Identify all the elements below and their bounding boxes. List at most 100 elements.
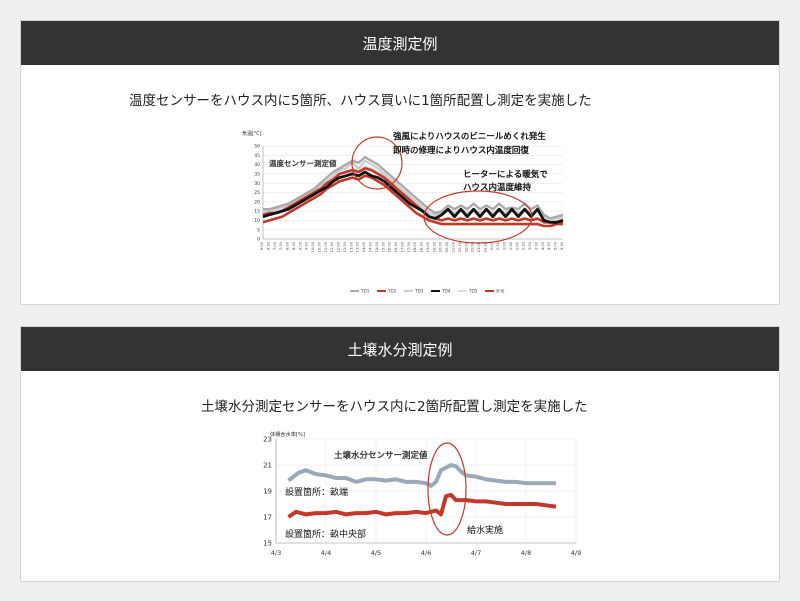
temperature-chart: 気温[℃] 0 5 10 15 20 25 30 35 40 45 50 6:00 6:30 7:00 7:3…: [242, 130, 564, 295]
x-tick-label: 23:30: [483, 241, 487, 252]
x-tick-label: 15:00: [375, 241, 379, 252]
x-tick-label: 7:30: [279, 241, 283, 250]
x-tick-label: 18:00: [413, 241, 417, 252]
annotation-text: ハウス内温度維持: [463, 182, 532, 193]
x-tick-label: 16:00: [388, 241, 392, 252]
y-tick-label: 21: [263, 462, 272, 470]
x-tick-label: 1:30: [509, 241, 513, 250]
soil-moisture-chart: 体積含水率[%] 15 17 19 21 23 4/3 4/4 4/5 4/6 4/7 4/8 4/9 土…: [263, 430, 581, 557]
annotation-text: ヒーターによる暖気で: [463, 169, 548, 180]
temperature-panel: 温度測定例 温度センサーをハウス内に5箇所、ハウス買いに1箇所配置し測定を実施し…: [20, 20, 780, 305]
x-tick-label: 17:30: [407, 241, 411, 252]
x-tick-label: 7:00: [273, 241, 277, 250]
x-tick-label: 18:30: [420, 241, 424, 252]
y-tick-label: 15: [254, 209, 260, 215]
x-tick-label: 4:30: [547, 241, 551, 250]
x-tick-label: 3:00: [528, 241, 532, 250]
highlight-ellipse: [423, 190, 533, 244]
x-tick-label: 12:00: [337, 241, 341, 252]
x-tick-label: 4/6: [421, 549, 431, 557]
x-tick-label: 20:00: [439, 241, 443, 252]
y-tick-label: 40: [254, 162, 260, 168]
x-tick-label: 13:00: [349, 241, 353, 252]
x-tick-label: 22:00: [464, 241, 468, 252]
y-tick-label: 10: [254, 218, 260, 224]
x-tick-label: 4/5: [371, 549, 381, 557]
y-tick-label: 50: [254, 144, 260, 150]
chart-title: 土壌水分センサー測定値: [334, 450, 428, 461]
x-tick-label: 17:00: [400, 241, 404, 252]
highlight-ellipse: [351, 136, 403, 190]
x-tick-label: 5:30: [560, 241, 564, 250]
x-tick-label: 10:30: [317, 241, 321, 252]
x-tick-label: 4/8: [521, 549, 531, 557]
y-tick-label: 45: [254, 153, 260, 159]
x-tick-label: 9:30: [305, 241, 309, 250]
y-tick-label: 35: [254, 172, 260, 178]
x-tick-label: 23:00: [477, 241, 481, 252]
x-tick-label: 4:00: [541, 241, 545, 250]
series-line-設置箇所：畝端: [287, 463, 556, 488]
temperature-description: 温度センサーをハウス内に5箇所、ハウス買いに1箇所配置し測定を実施した: [129, 93, 592, 109]
x-tick-label: 19:00: [426, 241, 430, 252]
legend-label-TD5: TD5: [468, 289, 478, 294]
x-tick-label: 12:30: [343, 241, 347, 252]
x-tick-label: 14:30: [369, 241, 373, 252]
y-tick-label: 5: [257, 227, 260, 233]
x-tick-label: 13:30: [356, 241, 360, 252]
y-tick-label: 17: [263, 514, 272, 522]
x-tick-label: 15:30: [381, 241, 385, 252]
x-tick-label: 11:00: [324, 241, 328, 252]
series-line-TD2: [262, 167, 563, 224]
chart-title: 温度センサー測定値: [269, 158, 337, 168]
legend-label-TD4: TD4: [441, 289, 451, 294]
y-tick-label: 19: [263, 488, 272, 496]
x-tick-label: 2:00: [515, 241, 519, 250]
x-tick-label: 22:30: [471, 241, 475, 252]
y-tick-label: 23: [263, 436, 272, 444]
soil-moisture-panel: 土壌水分測定例 土壌水分測定センサーをハウス内に2箇所配置し測定を実施した 体積…: [20, 326, 780, 582]
series-label: 設置箇所：畝中央部: [285, 528, 366, 540]
x-tick-label: 21:00: [451, 241, 455, 252]
y-axis-label: 体積含水率[%]: [270, 430, 305, 438]
x-tick-label: 3:30: [534, 241, 538, 250]
x-tick-label: 21:30: [458, 241, 462, 252]
x-tick-label: 0:30: [496, 241, 500, 250]
x-tick-label: 1:00: [503, 241, 507, 250]
highlight-ellipse: [427, 442, 467, 536]
x-tick-label: 9:00: [298, 241, 302, 250]
x-tick-label: 5:00: [554, 241, 558, 250]
x-tick-label: 14:00: [362, 241, 366, 252]
x-tick-label: 8:00: [286, 241, 290, 250]
x-tick-label: 4/4: [321, 549, 331, 557]
x-tick-label: 4/7: [471, 549, 481, 557]
annotation-text: 即時の修理によりハウス内温度回復: [393, 145, 529, 156]
series-line-設置箇所：畝中央部: [287, 492, 557, 519]
x-tick-label: 6:00: [260, 241, 264, 250]
y-tick-label: 30: [254, 181, 260, 187]
soil-moisture-description: 土壌水分測定センサーをハウス内に2箇所配置し測定を実施した: [201, 399, 588, 415]
y-tick-label: 15: [263, 540, 272, 548]
legend-label-TD1: TD1: [360, 289, 370, 294]
x-tick-label: 4/9: [571, 549, 581, 557]
series-line-TD4: [262, 170, 564, 224]
annotation-text: 強風によりハウスのビニールめくれ発生: [393, 131, 546, 142]
x-tick-label: 20:30: [445, 241, 449, 252]
series-line-外気: [262, 174, 563, 228]
series-line-TD1: [263, 156, 564, 220]
y-tick-label: 20: [254, 199, 260, 205]
legend-label-TD2: TD2: [387, 289, 397, 294]
x-tick-label: 8:30: [292, 241, 296, 250]
legend-label-外気: 外気: [496, 288, 504, 295]
x-tick-label: 0:00: [490, 241, 494, 250]
annotation-text: 給水実施: [467, 524, 503, 536]
y-tick-label: 25: [254, 190, 260, 196]
x-tick-label: 4/3: [271, 549, 281, 557]
x-tick-label: 6:30: [266, 241, 270, 250]
x-tick-label: 11:30: [330, 241, 334, 252]
x-tick-label: 2:30: [522, 241, 526, 250]
series-label: 設置箇所：畝端: [285, 486, 348, 498]
y-axis-label: 気温[℃]: [242, 130, 262, 137]
x-tick-label: 10:00: [311, 241, 315, 252]
legend-label-TD3: TD3: [414, 289, 424, 294]
